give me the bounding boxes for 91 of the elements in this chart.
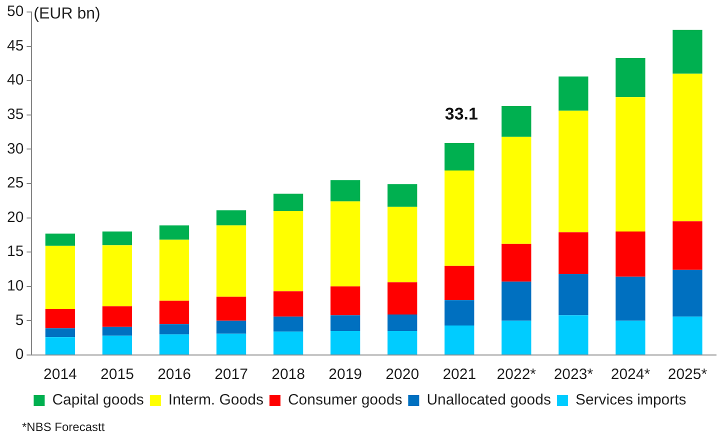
x-tick-label: 2017 — [214, 366, 248, 384]
bar — [102, 326, 132, 336]
bar — [330, 180, 360, 202]
bar — [159, 334, 190, 354]
bar — [159, 324, 190, 334]
bar — [330, 330, 360, 354]
bar — [216, 320, 246, 334]
x-tick-label: 2014 — [44, 366, 77, 384]
legend-label: Consumer goods — [288, 392, 402, 409]
bar — [388, 206, 418, 282]
bar — [330, 286, 360, 316]
bar — [502, 282, 532, 321]
bar — [502, 320, 532, 354]
x-tick-label: 2021 — [442, 366, 476, 384]
y-axis-title: (EUR bn) — [34, 5, 100, 22]
bar — [388, 330, 418, 354]
bar — [45, 234, 76, 246]
y-tick-label: 50 — [6, 3, 24, 20]
bar — [102, 232, 132, 246]
x-tick-label: 2022* — [496, 366, 536, 384]
bar — [558, 274, 588, 316]
legend-label: Capital goods — [52, 392, 144, 409]
legend-label: Services imports — [575, 392, 686, 409]
bar — [616, 97, 646, 232]
x-tick-label: 2018 — [272, 366, 305, 384]
y-tick-label: 25 — [6, 174, 24, 192]
bar — [102, 336, 132, 354]
y-tick-label: 0 — [15, 346, 24, 364]
bar — [45, 328, 76, 338]
bar — [502, 106, 532, 137]
bar — [216, 296, 246, 321]
bar — [672, 74, 702, 222]
bar — [558, 232, 588, 274]
bar — [558, 315, 588, 354]
y-tick-label: 40 — [6, 72, 24, 89]
bar — [616, 58, 646, 98]
bar — [330, 315, 360, 331]
bar — [672, 270, 702, 317]
legend-label: Unallocated goods — [426, 392, 551, 409]
bar — [216, 210, 246, 226]
bar — [45, 246, 76, 310]
bar — [273, 332, 304, 354]
y-tick-label: 35 — [6, 106, 24, 124]
y-tick-label: 20 — [6, 208, 24, 226]
bar — [444, 266, 474, 300]
bar — [216, 334, 246, 354]
bar — [388, 184, 418, 207]
bar — [159, 300, 190, 324]
x-tick-label: 2024* — [610, 366, 650, 384]
x-tick-label: 2025* — [668, 366, 708, 384]
bar — [672, 30, 702, 74]
bar — [159, 225, 190, 240]
x-tick-label: 2020 — [386, 366, 420, 384]
bar — [616, 232, 646, 277]
bar — [388, 314, 418, 331]
bar — [444, 326, 474, 354]
bar — [616, 276, 646, 321]
bar — [672, 221, 702, 270]
bar — [273, 210, 304, 292]
legend-label: Interm. Goods — [168, 392, 264, 409]
bar — [273, 291, 304, 317]
bar — [502, 244, 532, 282]
x-tick-label: 2016 — [158, 366, 191, 384]
bar — [45, 337, 76, 354]
bar — [558, 110, 588, 232]
bar — [102, 245, 132, 306]
x-tick-label: 2023* — [554, 366, 594, 384]
bar — [273, 194, 304, 211]
bar — [45, 309, 76, 328]
bar — [502, 136, 532, 244]
bar — [444, 143, 474, 170]
bar — [388, 282, 418, 315]
bar — [330, 201, 360, 286]
bar — [216, 225, 246, 297]
x-tick-label: 2019 — [328, 366, 362, 384]
bar — [102, 306, 132, 327]
y-tick-label: 15 — [6, 243, 24, 260]
bar — [672, 316, 702, 354]
y-tick-label: 5 — [15, 312, 24, 329]
y-tick-label: 30 — [6, 140, 24, 158]
y-tick-label: 45 — [6, 37, 24, 54]
bar — [444, 300, 474, 326]
bar — [159, 240, 190, 301]
y-tick-label: 10 — [6, 278, 24, 295]
annotation: 33.1 — [444, 104, 478, 124]
bar — [444, 170, 474, 266]
text: *NBS Forecastt — [22, 420, 105, 434]
bar — [558, 76, 588, 111]
bar — [616, 320, 646, 354]
x-tick-label: 2015 — [100, 366, 134, 384]
bar — [273, 316, 304, 332]
